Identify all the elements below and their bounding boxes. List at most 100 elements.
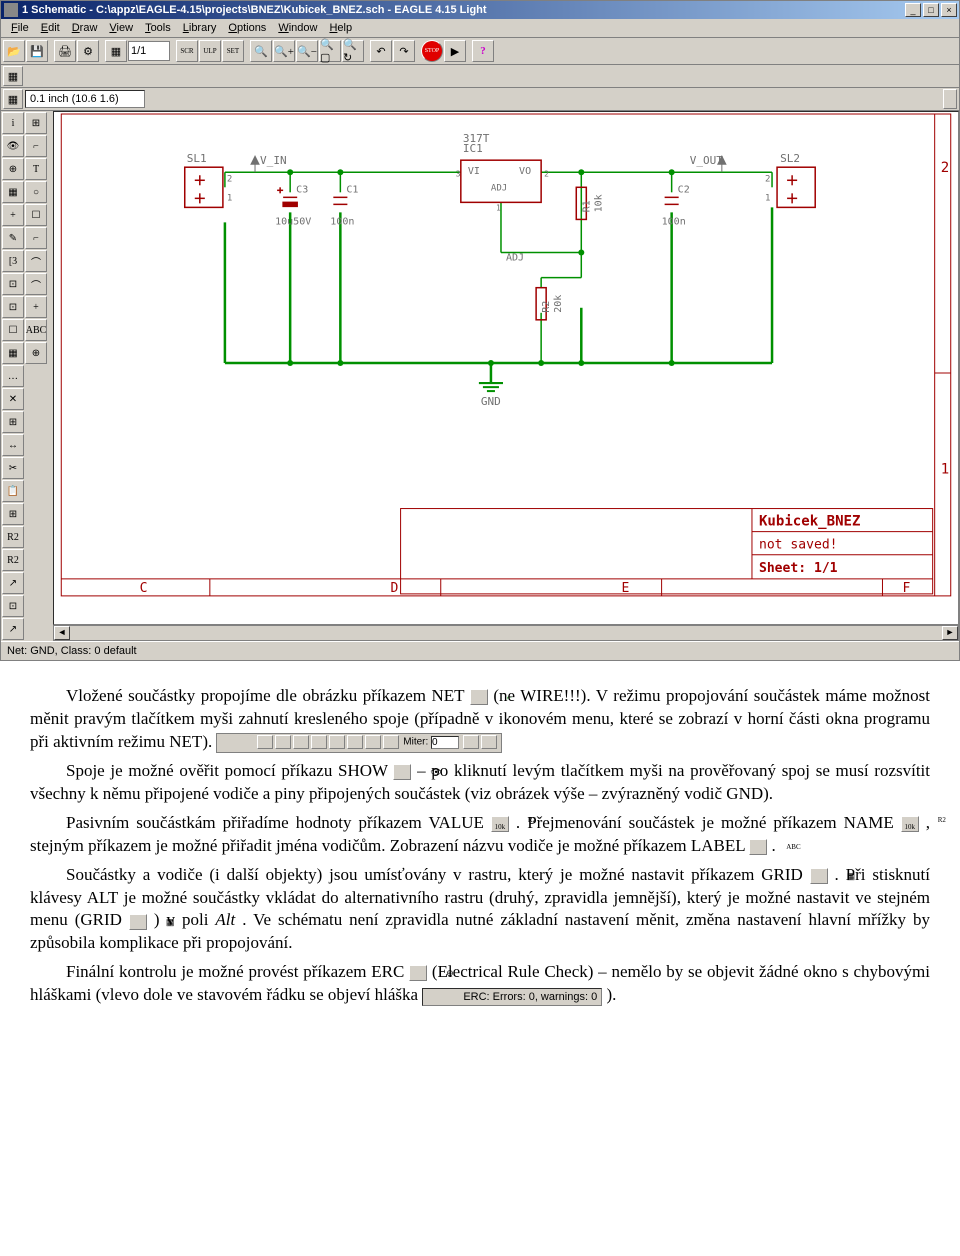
menu-file[interactable]: File	[5, 21, 35, 35]
bend-style-5-icon[interactable]	[329, 735, 345, 749]
tool-split-icon[interactable]: ⊡	[2, 595, 24, 617]
tool-copy-icon[interactable]: ✎	[2, 227, 24, 249]
zoom-fit-button[interactable]: 🔍	[250, 40, 272, 62]
ulp-button[interactable]: ULP	[199, 40, 221, 62]
tool-add-icon[interactable]: ⊞	[2, 411, 24, 433]
zoom-in-button[interactable]: 🔍+	[273, 40, 295, 62]
r2-val: 20k	[553, 295, 564, 313]
menu-help[interactable]: Help	[323, 21, 358, 35]
menu-view[interactable]: View	[103, 21, 139, 35]
minimize-button[interactable]: _	[905, 3, 921, 17]
tool-invoke-icon[interactable]: ↗	[2, 618, 24, 640]
toolbar-separator	[171, 40, 175, 62]
tool-group-icon[interactable]: ⊡	[2, 296, 24, 318]
tool-show-icon[interactable]: 👁	[2, 135, 24, 157]
schematic-canvas[interactable]: 2 1	[53, 111, 959, 625]
tool-circle-icon[interactable]: T	[25, 158, 47, 180]
scroll-right-icon[interactable]: ►	[942, 626, 958, 640]
tool-pinswap-icon[interactable]: ↔	[2, 434, 24, 456]
tool-text-icon[interactable]: ⌐	[25, 135, 47, 157]
tool-change-icon[interactable]: ☐	[2, 319, 24, 341]
c1-name: C1	[346, 184, 358, 195]
document-body: Vložené součástky propojíme dle obrázku …	[0, 661, 960, 1043]
name-icon: R210k	[901, 816, 919, 832]
set-button[interactable]: SET	[222, 40, 244, 62]
grid-button-icon[interactable]: ▦	[3, 89, 23, 109]
menu-draw[interactable]: Draw	[66, 21, 104, 35]
tool-polygon-icon[interactable]: ⌐	[25, 227, 47, 249]
scr-button[interactable]: SCR	[176, 40, 198, 62]
bend-style-7-icon[interactable]	[365, 735, 381, 749]
tool-info-icon[interactable]: i	[2, 112, 24, 134]
open-button[interactable]: 📂	[3, 40, 25, 62]
tool-junction-icon[interactable]: +	[25, 296, 47, 318]
zoom-select-button[interactable]: 🔍▢	[319, 40, 341, 62]
bend-style-2-icon[interactable]	[275, 735, 291, 749]
bend-style-1-icon[interactable]	[257, 735, 273, 749]
menu-tools[interactable]: Tools	[139, 21, 177, 35]
tool-bus-icon[interactable]: ⌒	[25, 250, 47, 272]
bend-style-8-icon[interactable]	[383, 735, 399, 749]
sheet-select[interactable]	[128, 41, 170, 61]
c2-name: C2	[678, 184, 690, 195]
redo-button[interactable]: ↷	[393, 40, 415, 62]
menu-edit[interactable]: Edit	[35, 21, 66, 35]
tool-cut-icon[interactable]: ▦	[2, 342, 24, 364]
tool-smash-icon[interactable]: R2	[2, 549, 24, 571]
tool-net-icon[interactable]: ⌒	[25, 273, 47, 295]
tool-mirror-icon[interactable]: [3	[2, 250, 24, 272]
scroll-left-icon[interactable]: ◄	[54, 626, 70, 640]
save-button[interactable]: 💾	[26, 40, 48, 62]
net-icon: ⌐	[470, 689, 488, 705]
menu-options[interactable]: Options	[222, 21, 272, 35]
paragraph-3: Pasivním součástkám přiřadíme hodnoty př…	[30, 812, 930, 858]
tool-name-icon[interactable]: ⊞	[2, 503, 24, 525]
grid-layer-icon[interactable]: ▦	[3, 66, 23, 86]
horizontal-scrollbar[interactable]: ◄ ►	[53, 625, 959, 641]
miter-icon-b[interactable]	[481, 735, 497, 749]
miter-icon-a[interactable]	[463, 735, 479, 749]
board-button[interactable]: ▦	[105, 40, 127, 62]
tool-rect-icon[interactable]: ☐	[25, 204, 47, 226]
tool-gateswap-icon[interactable]: ✂	[2, 457, 24, 479]
tool-replace-icon[interactable]: 📋	[2, 480, 24, 502]
tool-miter-icon[interactable]: ↗	[2, 572, 24, 594]
bend-style-3-icon[interactable]	[293, 735, 309, 749]
miter-toolbar-inline: Miter:	[216, 733, 501, 753]
undo-button[interactable]: ↶	[370, 40, 392, 62]
tool-mark-icon[interactable]: ▦	[2, 181, 24, 203]
tool-paste-icon[interactable]: …	[2, 365, 24, 387]
tool-move-icon[interactable]: +	[2, 204, 24, 226]
schematic-svg: 2 1	[54, 112, 958, 624]
p3-text-a: Pasivním součástkám přiřadíme hodnoty př…	[66, 813, 491, 832]
paragraph-5: Finální kontrolu je možné provést příkaz…	[30, 961, 930, 1007]
ic-pin2: 2	[544, 169, 549, 178]
coord-input[interactable]	[25, 90, 145, 108]
tool-value-icon[interactable]: R2	[2, 526, 24, 548]
menu-window[interactable]: Window	[272, 21, 323, 35]
miter-input[interactable]	[431, 736, 459, 749]
close-button[interactable]: ×	[941, 3, 957, 17]
ic-pin1: 1	[496, 203, 501, 212]
tool-delete-icon[interactable]: ✕	[2, 388, 24, 410]
redraw-button[interactable]: 🔍↻	[342, 40, 364, 62]
zoom-out-button[interactable]: 🔍−	[296, 40, 318, 62]
toolbar-separator	[49, 40, 53, 62]
bend-style-6-icon[interactable]	[347, 735, 363, 749]
maximize-button[interactable]: □	[923, 3, 939, 17]
tool-arc-icon[interactable]: ○	[25, 181, 47, 203]
help-button[interactable]: ?	[472, 40, 494, 62]
frame-row-2: 2	[941, 160, 949, 176]
tool-rotate-icon[interactable]: ⊡	[2, 273, 24, 295]
tool-layer-icon[interactable]: ⊕	[2, 158, 24, 180]
tool-wire-icon[interactable]: ⊞	[25, 112, 47, 134]
print-button[interactable]: 🖨	[54, 40, 76, 62]
go-button[interactable]: ▶	[444, 40, 466, 62]
tool-label-icon[interactable]: ABC	[25, 319, 47, 341]
tool-erc-icon[interactable]: ⊕	[25, 342, 47, 364]
stop-button[interactable]: STOP	[421, 40, 443, 62]
cam-button[interactable]: ⚙	[77, 40, 99, 62]
menu-library[interactable]: Library	[177, 21, 223, 35]
adj-label: ADJ	[506, 253, 524, 264]
bend-style-4-icon[interactable]	[311, 735, 327, 749]
